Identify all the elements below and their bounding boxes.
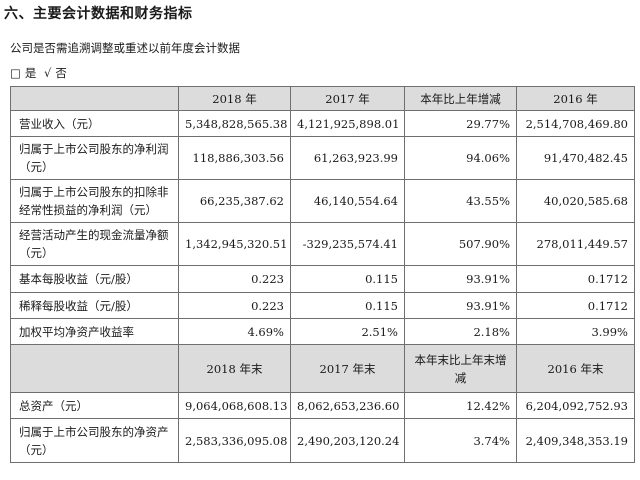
restatement-choice: □ 是 √ 否 (10, 65, 71, 81)
table-cell: 4,121,925,898.01 (290, 110, 405, 137)
row-label: 经营活动产生的现金流量净额（元） (10, 222, 179, 266)
table-cell: 0.115 (290, 292, 405, 319)
table-header-cell: 2018 年 (178, 86, 291, 111)
restatement-question: 公司是否需追溯调整或重述以前年度会计数据 (10, 41, 240, 55)
table-cell: 2,409,348,353.19 (516, 418, 635, 463)
table-header-row: 2018 年 2017 年 本年比上年增减 2016 年 (10, 86, 635, 111)
table-row: 营业收入（元） 5,348,828,565.38 4,121,925,898.0… (10, 110, 635, 137)
row-label: 归属于上市公司股东的净利润（元） (10, 136, 179, 180)
table-cell: 0.223 (178, 265, 291, 293)
row-label: 加权平均净资产收益率 (10, 318, 179, 345)
table-row: 经营活动产生的现金流量净额（元） 1,342,945,320.51 -329,2… (10, 222, 635, 266)
row-label: 稀释每股收益（元/股） (10, 292, 179, 319)
table-cell: 2,514,708,469.80 (516, 110, 635, 137)
check-mark-icon: √ (44, 66, 52, 80)
table-cell: 0.115 (290, 265, 405, 293)
table-header-row: 2018 年末 2017 年末 本年末比上年末增减 2016 年末 (10, 344, 635, 393)
table-cell: 93.91% (404, 292, 517, 319)
table-row: 加权平均净资产收益率 4.69% 2.51% 2.18% 3.99% (10, 318, 635, 345)
table-header-cell: 2016 年末 (516, 344, 635, 393)
table-cell: 8,062,653,236.60 (290, 392, 405, 419)
table-cell: 118,886,303.56 (178, 136, 291, 180)
table-cell: 93.91% (404, 265, 517, 293)
table-cell: 66,235,387.62 (178, 179, 291, 223)
table-header-cell: 2017 年 (290, 86, 405, 111)
table-row: 基本每股收益（元/股） 0.223 0.115 93.91% 0.1712 (10, 265, 635, 293)
table-header-cell: 本年末比上年末增减 (404, 344, 517, 393)
table-row: 归属于上市公司股东的扣除非经常性损益的净利润（元） 66,235,387.62 … (10, 179, 635, 223)
table-cell: 94.06% (404, 136, 517, 180)
table-header-cell: 2016 年 (516, 86, 635, 111)
table-cell: -329,235,574.41 (290, 222, 405, 266)
row-label: 归属于上市公司股东的净资产（元） (10, 418, 179, 463)
table-cell: 1,342,945,320.51 (178, 222, 291, 266)
table-cell: 40,020,585.68 (516, 179, 635, 223)
table-cell: 12.42% (404, 392, 517, 419)
no-label: 否 (55, 66, 67, 80)
table-row: 归属于上市公司股东的净利润（元） 118,886,303.56 61,263,9… (10, 136, 635, 180)
table-header-cell (10, 86, 179, 111)
table-cell: 0.223 (178, 292, 291, 319)
table-cell: 2,583,336,095.08 (178, 418, 291, 463)
row-label: 营业收入（元） (10, 110, 179, 137)
table-cell: 43.55% (404, 179, 517, 223)
table-cell: 507.90% (404, 222, 517, 266)
row-label: 归属于上市公司股东的扣除非经常性损益的净利润（元） (10, 179, 179, 223)
section-heading: 六、主要会计数据和财务指标 (4, 6, 193, 22)
table-cell: 9,064,068,608.13 (178, 392, 291, 419)
table-cell: 5,348,828,565.38 (178, 110, 291, 137)
table-row: 稀释每股收益（元/股） 0.223 0.115 93.91% 0.1712 (10, 292, 635, 319)
row-label: 基本每股收益（元/股） (10, 265, 179, 293)
table-row: 归属于上市公司股东的净资产（元） 2,583,336,095.08 2,490,… (10, 418, 635, 463)
table-header-cell: 2017 年末 (290, 344, 405, 393)
table-cell: 29.77% (404, 110, 517, 137)
table-cell: 4.69% (178, 318, 291, 345)
row-label: 总资产（元） (10, 392, 179, 419)
table-cell: 46,140,554.64 (290, 179, 405, 223)
table-cell: 3.74% (404, 418, 517, 463)
table-header-cell: 2018 年末 (178, 344, 291, 393)
table-header-cell (10, 344, 179, 393)
table-cell: 61,263,923.99 (290, 136, 405, 180)
table-row: 总资产（元） 9,064,068,608.13 8,062,653,236.60… (10, 392, 635, 419)
table-cell: 0.1712 (516, 292, 635, 319)
table-cell: 2.51% (290, 318, 405, 345)
table-cell: 6,204,092,752.93 (516, 392, 635, 419)
table-cell: 2,490,203,120.24 (290, 418, 405, 463)
table-cell: 91,470,482.45 (516, 136, 635, 180)
financial-data-table: 2018 年 2017 年 本年比上年增减 2016 年 营业收入（元） 5,3… (10, 86, 635, 463)
table-header-cell: 本年比上年增减 (404, 86, 517, 111)
table-cell: 0.1712 (516, 265, 635, 293)
table-cell: 2.18% (404, 318, 517, 345)
table-cell: 278,011,449.57 (516, 222, 635, 266)
table-cell: 3.99% (516, 318, 635, 345)
yes-checkbox: □ (10, 66, 21, 80)
yes-label: 是 (24, 66, 37, 80)
